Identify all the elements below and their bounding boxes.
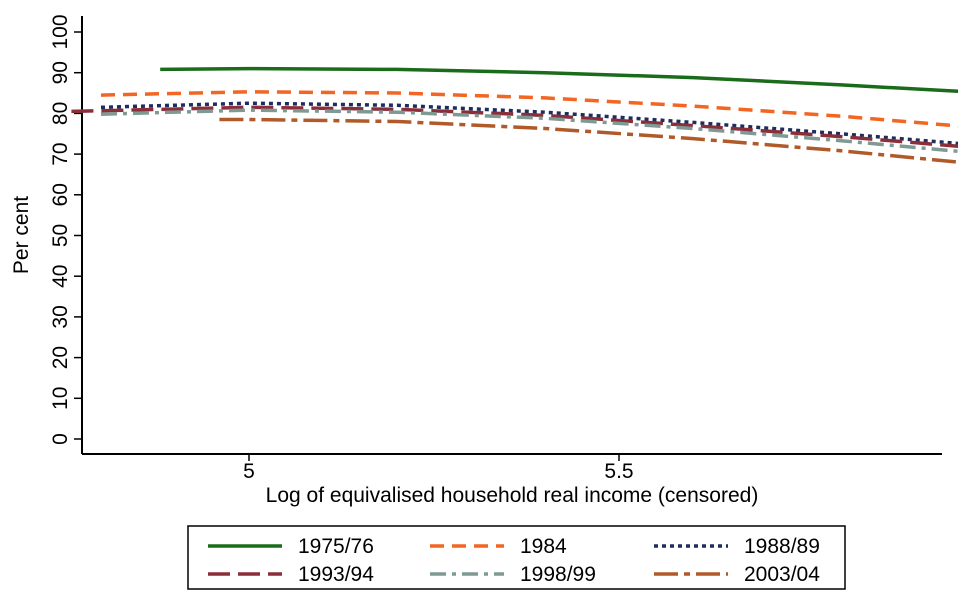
legend-label-1988-89: 1988/89: [744, 535, 820, 558]
legend-items: 1975/76 1984 1988/89 1993/94 1998/99 2003/04: [208, 535, 820, 586]
y-tick-label: 10: [49, 387, 72, 410]
legend-label-1998-99: 1998/99: [520, 563, 596, 586]
x-tick-label: 5.5: [604, 460, 633, 483]
y-tick-label: 100: [49, 14, 72, 49]
legend-label-1975-76: 1975/76: [298, 535, 374, 558]
y-axis-title: Per cent: [10, 196, 33, 274]
series-line-1988-89: [100, 101, 958, 146]
series-line-1975-76: [160, 66, 958, 94]
x-tick-label: 5: [243, 460, 255, 483]
legend-label-1984: 1984: [520, 535, 567, 558]
y-tick-label: 50: [49, 224, 72, 247]
x-axis-ticks: 55.566.5: [243, 454, 634, 483]
x-axis-title: Log of equivalised household real income…: [266, 484, 759, 507]
y-tick-label: 60: [49, 183, 72, 206]
y-tick-label: 90: [49, 61, 72, 84]
series-line-1984: [100, 90, 958, 128]
series-line-1998-99: [100, 108, 958, 154]
y-tick-label: 30: [49, 305, 72, 328]
legend-box: [187, 525, 846, 590]
legend-label-1993-94: 1993/94: [298, 563, 374, 586]
legend: 1975/76 1984 1988/89 1993/94 1998/99 2003/04: [187, 525, 846, 590]
y-tick-label: 20: [49, 346, 72, 369]
y-tick-label: 80: [49, 102, 72, 125]
y-tick-label: 40: [49, 265, 72, 288]
series-line-2003-04: [219, 117, 958, 164]
plot-area: [82, 16, 942, 454]
y-tick-label: 0: [49, 433, 72, 445]
y-axis-ticks: 0 10 20 30 40 50 60 70 80 90 100: [49, 14, 82, 445]
y-tick-label: 70: [49, 142, 72, 165]
series-lines: [71, 66, 958, 164]
legend-label-2003-04: 2003/04: [744, 563, 820, 586]
series-line-1993-94: [71, 105, 958, 149]
